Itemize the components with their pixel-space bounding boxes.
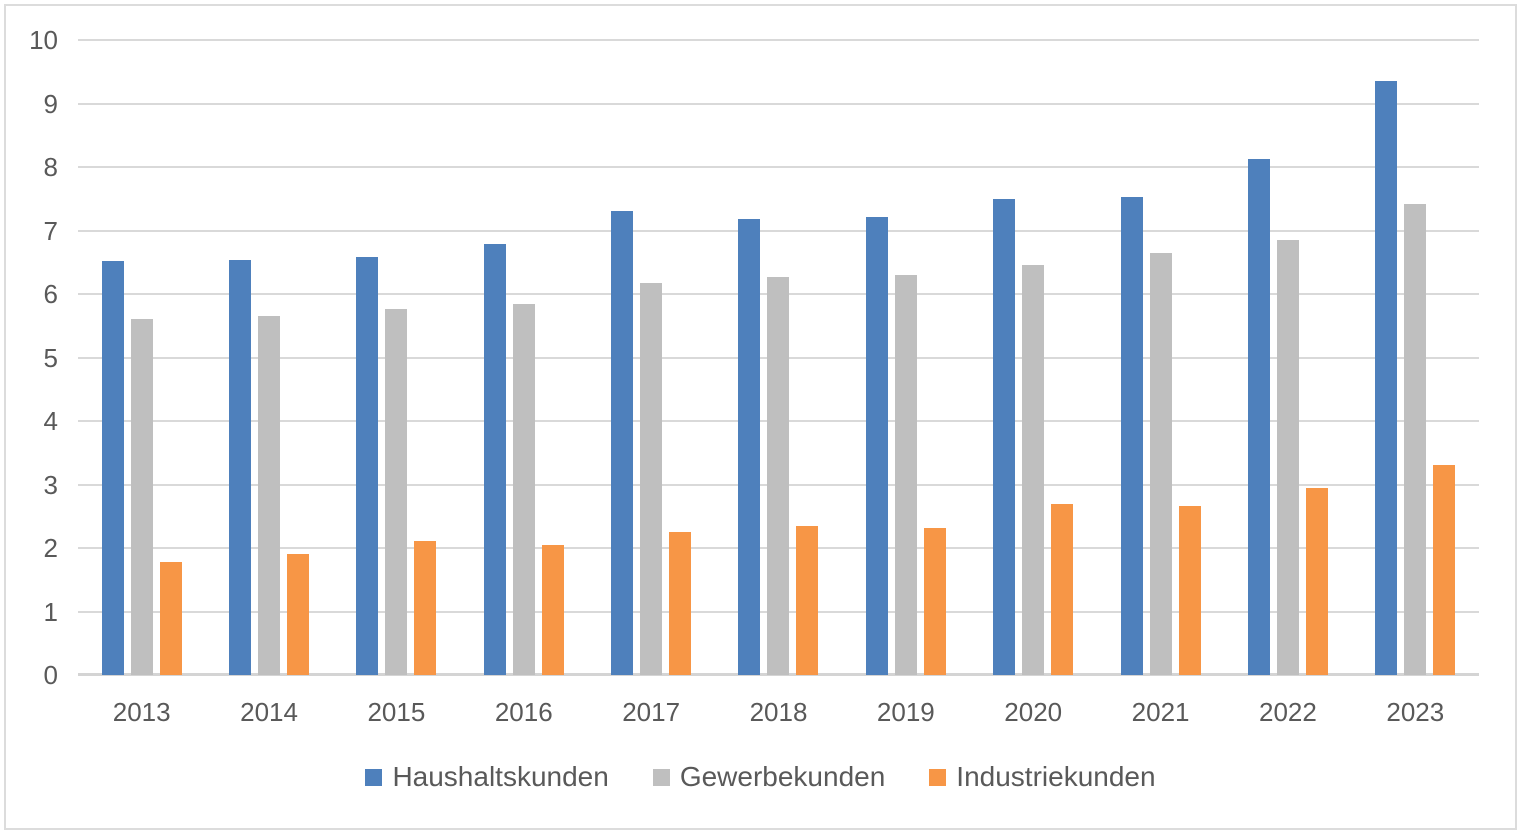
y-tick-label-6: 6 [43,279,58,309]
bar-gewerbekunden-2021 [1149,253,1172,675]
x-tick-label-2014: 2014 [240,697,298,727]
bar-gewerbekunden-2015 [385,308,408,675]
legend-label: Haushaltskunden [392,761,609,792]
y-tick-label-10: 10 [29,25,58,55]
bar-gewerbekunden-2022 [1276,240,1299,675]
bar-haushaltskunden-2023 [1375,81,1398,675]
bar-group-2019 [842,40,969,675]
y-tick-label-8: 8 [43,152,58,182]
y-tick-label-1: 1 [43,596,58,627]
bar-group-2015 [333,40,460,675]
bar-group-2017 [587,40,714,675]
x-tick-label-2023: 2023 [1386,697,1445,727]
legend-item-haushaltskunden: Haushaltskunden [365,760,609,794]
bar-haushaltskunden-2022 [1247,159,1270,675]
legend-item-industriekunden: Industriekunden [929,760,1156,794]
bar-gewerbekunden-2018 [767,276,790,675]
bar-industriekunden-2018 [796,525,819,675]
legend-swatch-icon [652,768,670,786]
bar-gewerbekunden-2023 [1404,203,1427,675]
bar-haushaltskunden-2014 [229,259,252,675]
bar-industriekunden-2022 [1305,487,1328,675]
bar-haushaltskunden-2020 [993,198,1016,675]
bar-industriekunden-2021 [1178,506,1201,675]
bar-haushaltskunden-2013 [101,260,124,675]
gridline-y-8 [78,166,1479,168]
bar-industriekunden-2017 [669,532,692,675]
y-tick-label-9: 9 [43,88,58,119]
bar-gewerbekunden-2019 [894,274,917,675]
x-tick-label-2020: 2020 [1004,697,1063,727]
x-tick-label-2018: 2018 [749,697,808,727]
bar-industriekunden-2023 [1433,465,1456,675]
bar-gewerbekunden-2020 [1022,264,1045,675]
x-tick-label-2022: 2022 [1259,697,1317,727]
bar-group-2020 [970,40,1097,675]
x-tick-label-2021: 2021 [1131,697,1190,727]
y-tick-label-7: 7 [43,215,58,246]
gridline-y-9 [78,102,1479,105]
chart-legend: Haushaltskunden Gewerbekunden Industriekun… [0,760,1521,794]
gridline-y-7 [78,229,1479,232]
legend-label: Gewerbekunden [679,761,886,792]
bar-group-2022 [1224,40,1351,675]
legend-swatch-icon [929,768,947,786]
bar-haushaltskunden-2017 [611,211,634,675]
bar-gewerbekunden-2016 [512,303,535,675]
plot-area [78,39,1479,676]
y-tick-label-2: 2 [43,533,58,563]
bar-industriekunden-2013 [159,561,182,675]
y-tick-label-4: 4 [43,406,58,436]
bar-industriekunden-2020 [1051,503,1074,675]
bar-haushaltskunden-2021 [1120,197,1143,675]
x-tick-label-2017: 2017 [622,697,681,727]
x-tick-label-2019: 2019 [876,697,935,727]
bar-gewerbekunden-2013 [130,318,153,675]
legend-swatch-icon [365,768,383,786]
x-tick-label-2013: 2013 [112,697,171,727]
bar-haushaltskunden-2016 [483,243,506,675]
x-tick-label-2015: 2015 [367,697,426,727]
bar-industriekunden-2016 [541,544,564,675]
legend-label: Industriekunden [956,761,1156,792]
bar-gewerbekunden-2014 [258,316,281,675]
gridline-y-10 [78,39,1479,41]
bar-group-2018 [715,40,842,675]
bar-haushaltskunden-2019 [865,217,888,675]
bar-group-2021 [1097,40,1224,675]
y-tick-label-0: 0 [43,660,58,690]
bar-group-2023 [1352,40,1479,675]
bar-industriekunden-2014 [287,554,310,675]
bar-industriekunden-2015 [414,541,437,675]
bar-group-2014 [205,40,332,675]
y-tick-label-3: 3 [43,469,58,500]
bar-gewerbekunden-2017 [640,282,663,675]
bar-group-2013 [78,40,205,675]
bar-group-2016 [460,40,587,675]
legend-item-gewerbekunden: Gewerbekunden [652,760,886,794]
bar-haushaltskunden-2018 [738,219,761,675]
bar-industriekunden-2019 [923,527,946,675]
bar-haushaltskunden-2015 [356,256,379,675]
y-tick-label-5: 5 [43,342,58,373]
x-tick-label-2016: 2016 [494,697,553,727]
